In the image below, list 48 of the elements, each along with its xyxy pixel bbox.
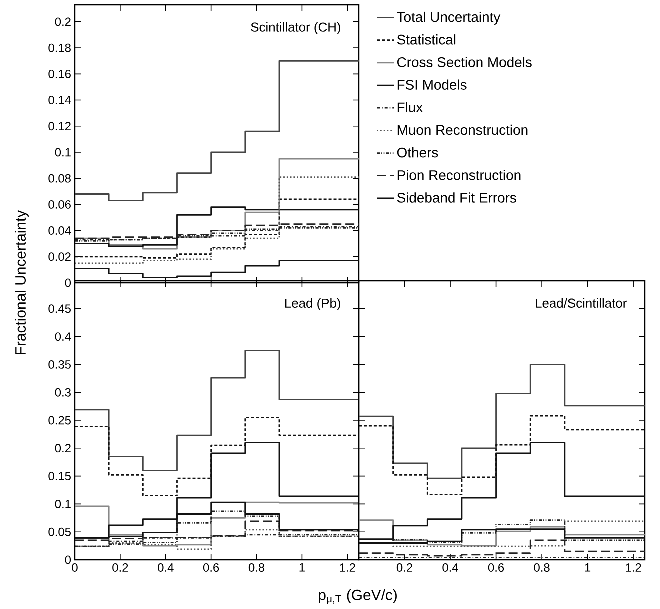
y-tick-label: 0.3 — [55, 388, 71, 397]
y-tick-label: 0.08 — [48, 174, 71, 183]
text: Scintillator (CH) — [251, 22, 340, 34]
x-tick-label: 0.6 — [488, 564, 504, 572]
legend-label: Total Uncertainty — [397, 12, 501, 25]
x-tick-label: 1.2 — [340, 564, 356, 572]
y-tick-label: 0.1 — [55, 500, 71, 508]
y-tick-label: 0.02 — [48, 252, 71, 262]
x-tick-label: 0.2 — [396, 564, 412, 572]
x-axis-title: p$_{μ,T}$ (GeV/c) — [319, 589, 397, 605]
y-tick-label: 0.2 — [55, 444, 71, 453]
x-tick-label: 0.2 — [112, 564, 128, 572]
x-tick-label: 0.8 — [248, 564, 265, 572]
legend-label: FSI Models — [398, 80, 467, 90]
legend-label: Sideband Fit Errors — [397, 192, 516, 203]
y-tick-label: 0.12 — [48, 122, 71, 131]
y-tick-label: 0 — [65, 556, 72, 564]
x-tick-label: 0.4 — [442, 564, 458, 572]
x-tick-label: 1.2 — [626, 564, 642, 572]
legend-label: Others — [397, 147, 438, 158]
legend-label: Muon Reconstruction — [398, 124, 528, 136]
y-axis-title: Fractional Uncertainty — [15, 210, 29, 354]
y-tick-label: 0 — [65, 278, 72, 288]
x-tick-label: 0.4 — [158, 564, 174, 572]
y-tick-label: 0.1 — [55, 148, 71, 157]
text: Lead/Scintillator — [536, 298, 627, 308]
y-tick-label: 0.25 — [48, 416, 71, 425]
legend-label: Pion Reconstruction — [398, 170, 521, 180]
legend-label: Flux — [398, 102, 423, 113]
y-tick-label: 0.18 — [48, 44, 71, 52]
y-tick-label: 0.14 — [48, 96, 72, 104]
y-tick-label: 0.35 — [48, 360, 71, 369]
x-tick-label: 0.8 — [534, 564, 550, 572]
y-tick-label: 0.15 — [48, 472, 71, 481]
y-tick-label: 0.2 — [55, 18, 71, 26]
text: Lead (Pb) — [285, 298, 340, 311]
y-tick-label: 0.45 — [48, 304, 71, 314]
y-tick-label: 0.05 — [48, 528, 71, 536]
x-tick-label: 1 — [300, 564, 305, 572]
legend-label: Statistical — [397, 34, 456, 45]
x-tick-label: 0.6 — [203, 564, 220, 572]
y-tick-label: 0.4 — [55, 332, 72, 342]
legend-label: Cross Section Models — [397, 57, 532, 68]
y-tick-label: 0.04 — [48, 226, 72, 236]
x-tick-label: 0 — [72, 564, 78, 572]
y-tick-label: 0.06 — [48, 200, 71, 209]
x-tick-label: 1 — [585, 564, 591, 572]
y-tick-label: 0.16 — [48, 70, 71, 78]
